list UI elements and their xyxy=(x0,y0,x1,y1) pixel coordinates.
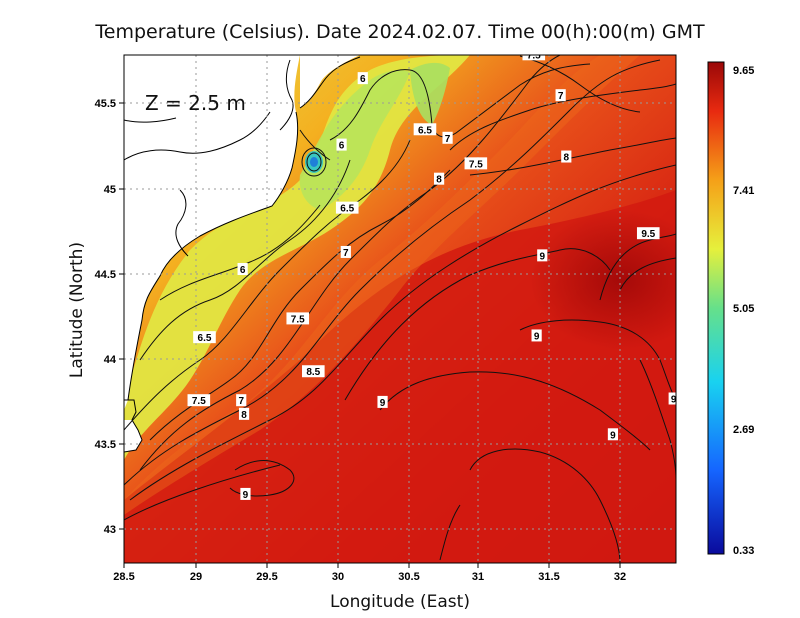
contour-label-bg xyxy=(607,428,619,441)
x-axis-label: Longitude (East) xyxy=(330,592,470,612)
x-tick-label: 29.5 xyxy=(256,571,277,583)
contour-label: 6.5 xyxy=(198,333,212,344)
depth-label: Z = 2.5 m xyxy=(145,91,246,115)
x-tick-label: 32 xyxy=(614,571,626,583)
colorbar-label: 7.41 xyxy=(733,185,754,197)
x-tick-label: 30 xyxy=(332,571,344,583)
contour-label: 9.5 xyxy=(641,229,655,240)
contour-label-bg xyxy=(413,123,437,136)
contour-label-bg xyxy=(531,329,542,342)
contour-label-bg xyxy=(302,365,325,378)
contour-label-bg xyxy=(238,407,250,420)
y-tick-label: 44 xyxy=(104,354,117,366)
contour-label-bg xyxy=(236,394,247,407)
grid-lines xyxy=(124,55,676,563)
contour-label-bg xyxy=(668,392,676,405)
x-tick-label: 28.5 xyxy=(113,571,134,583)
contour-label: 8.5 xyxy=(306,367,320,378)
contour-label: 6 xyxy=(360,74,366,85)
contour-label-bg xyxy=(193,331,216,344)
contour-label-bg xyxy=(335,201,359,214)
contour-label: 9 xyxy=(610,430,616,441)
y-tick-label: 43 xyxy=(104,524,116,536)
contour-label-bg xyxy=(537,249,548,262)
contour-label: 9 xyxy=(671,394,677,405)
contour-label: 6 xyxy=(240,265,246,276)
y-tick-label: 44.5 xyxy=(95,269,116,281)
x-tick-label: 31.5 xyxy=(538,571,559,583)
contour-label-bg xyxy=(442,131,453,144)
contour-label: 7 xyxy=(238,396,244,407)
land-area xyxy=(124,55,300,410)
contour-label: 7 xyxy=(558,91,564,102)
x-axis: 28.5 29 29.5 30 30.5 31 31.5 32 xyxy=(113,563,626,583)
contour-label: 6.5 xyxy=(340,204,354,215)
contour-label: 8 xyxy=(436,175,442,186)
contour-label-bg xyxy=(340,245,351,258)
colorbar-gradient xyxy=(707,61,725,555)
y-tick-label: 45.5 xyxy=(95,98,116,110)
contour-label-bg xyxy=(286,312,310,325)
contour-label-bg xyxy=(357,72,368,85)
contour-label: 6 xyxy=(339,141,345,152)
colorbar-label: 5.05 xyxy=(733,303,754,315)
contour-label-bg xyxy=(433,172,445,185)
coastline xyxy=(127,111,299,401)
colorbar-label: 2.69 xyxy=(733,424,754,436)
x-tick-label: 30.5 xyxy=(398,571,419,583)
contour-label: 7.5 xyxy=(291,314,305,325)
contour-label: 8 xyxy=(564,153,570,164)
contour-label-bg xyxy=(464,157,488,170)
contour-label: 9 xyxy=(534,331,540,342)
plot-frame xyxy=(123,54,677,564)
colorbar-label: 9.65 xyxy=(733,65,754,77)
colorbar: 9.65 7.41 5.05 2.69 0.33 xyxy=(707,61,754,557)
contour-label: 6.5 xyxy=(418,125,432,136)
contour-label-bg xyxy=(555,89,566,102)
contour-label-bg xyxy=(187,394,211,407)
contour-label: 7.5 xyxy=(192,396,206,407)
contour-label: 7 xyxy=(343,248,349,259)
contour-label-bg xyxy=(240,487,251,500)
map-title: Temperature (Celsius). Date 2024.02.07. … xyxy=(94,21,705,43)
contour-label: 7.5 xyxy=(469,159,483,170)
contour-label: 7.5 xyxy=(527,50,541,61)
contour-label-bg xyxy=(237,262,248,275)
colorbar-label: 0.33 xyxy=(733,545,754,557)
contour-label: 9 xyxy=(380,398,386,409)
y-axis: 45.5 45 44.5 44 43.5 43 xyxy=(95,98,124,536)
contour-label: 9 xyxy=(243,490,249,501)
contour-label-bg xyxy=(522,55,546,61)
y-axis-label: Latitude (North) xyxy=(67,242,87,378)
contour-labels: 6 7.5 7 6.5 7 6 7.5 8 8 6.5 9.5 7 9 6 7.5 9 6.5 8.5 9 9 7.5 7… xyxy=(187,50,677,501)
x-tick-label: 29 xyxy=(190,571,202,583)
x-tick-label: 31 xyxy=(472,571,484,583)
contour-label-bg xyxy=(377,395,388,408)
contour-label: 7 xyxy=(445,134,451,145)
contour-label-bg xyxy=(636,227,660,240)
y-tick-label: 43.5 xyxy=(95,439,116,451)
contour-label: 8 xyxy=(241,410,247,421)
contour-label: 9 xyxy=(539,251,545,262)
y-tick-label: 45 xyxy=(104,184,116,196)
contour-label-bg xyxy=(336,138,347,151)
contour-label-bg xyxy=(561,150,572,163)
temperature-field: 6 7.5 7 6.5 7 6 7.5 8 8 6.5 9.5 7 9 6 7.5 9 6.5 8.5 9 9 7.5 7… xyxy=(124,50,677,563)
